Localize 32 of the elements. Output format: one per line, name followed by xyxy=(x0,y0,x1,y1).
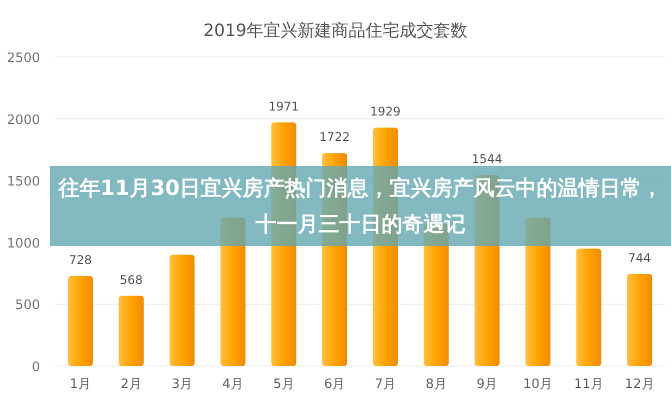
bar xyxy=(627,274,652,366)
data-label: 1971 xyxy=(268,99,300,114)
bar xyxy=(170,254,195,366)
x-tick-label: 7月 xyxy=(374,377,396,392)
y-tick-label: 2500 xyxy=(6,51,40,66)
bar xyxy=(576,248,602,366)
x-tick-label: 10月 xyxy=(523,377,553,392)
data-label: 728 xyxy=(68,253,92,268)
data-label: 744 xyxy=(628,251,652,266)
x-tick-label: 1月 xyxy=(70,377,92,392)
y-tick-label: 2000 xyxy=(6,112,40,128)
x-tick-label: 4月 xyxy=(222,377,244,392)
x-tick-label: 8月 xyxy=(426,377,447,392)
x-tick-label: 2月 xyxy=(120,377,142,392)
data-label: 568 xyxy=(120,272,143,287)
data-label: 1722 xyxy=(319,130,350,144)
y-tick-label: 500 xyxy=(15,298,40,314)
x-tick-label: 11月 xyxy=(574,377,604,392)
x-tick-label: 3月 xyxy=(171,377,193,392)
bar xyxy=(118,296,144,366)
data-label: 1929 xyxy=(370,104,401,119)
y-tick-label: 0 xyxy=(32,360,40,375)
x-tick-label: 6月 xyxy=(324,377,346,392)
x-tick-label: 9月 xyxy=(476,377,498,392)
x-tick-label: 5月 xyxy=(273,377,294,392)
y-tick-label: 1000 xyxy=(6,236,40,252)
y-tick-label: 1500 xyxy=(6,174,40,190)
annotation: 往年11月30日宜兴房产热门消息，宜兴房产风云中的温情日常，十一月三十日的奇遇记 xyxy=(57,175,664,238)
data-label: 1544 xyxy=(472,152,502,166)
x-tick-label: 12月 xyxy=(624,377,654,392)
chart-title: 2019年宜兴新建商品住宅成交套数 xyxy=(203,21,468,41)
bar xyxy=(68,276,93,366)
